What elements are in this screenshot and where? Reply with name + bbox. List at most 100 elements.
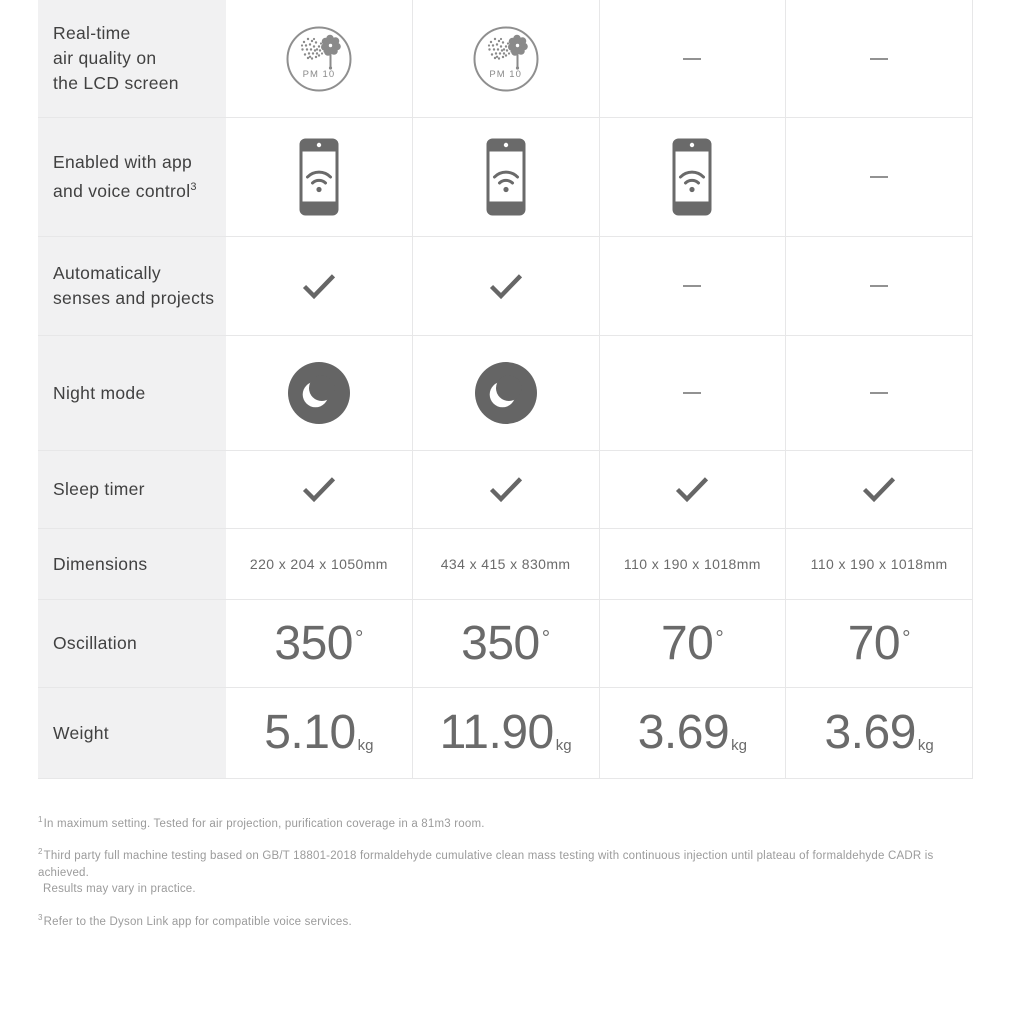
- row-label-text: Enabled with app: [53, 152, 193, 173]
- check-icon: [302, 476, 336, 503]
- row-label-text: senses and projects: [53, 288, 215, 308]
- table-cell: PM 10: [411, 0, 599, 117]
- dimensions-value: 220 x 204 x 1050mm: [249, 556, 388, 572]
- oscillation-value: 350 °: [274, 616, 364, 670]
- table-row-air-quality: Real-time air quality on the LCD screen …: [38, 0, 973, 118]
- weight-value: 11.90 kg: [439, 706, 572, 759]
- phone-app-icon: [486, 138, 526, 216]
- footnotes: 1In maximum setting. Tested for air proj…: [38, 812, 976, 942]
- row-label-text: Dimensions: [53, 553, 148, 574]
- night-mode-moon-icon: [475, 362, 537, 424]
- kg-unit: kg: [555, 737, 572, 754]
- check-icon: [302, 273, 336, 300]
- table-cell: [411, 336, 599, 450]
- row-label-dimensions: Dimensions: [38, 529, 226, 599]
- row-label-text: Night mode: [53, 382, 146, 403]
- table-cell: 350 °: [226, 600, 412, 687]
- table-cell: [598, 0, 786, 117]
- degree-unit: °: [902, 626, 911, 650]
- table-row-app-voice: Enabled with app and voice control3: [38, 118, 973, 237]
- weight-value: 3.69 kg: [637, 706, 747, 759]
- degree-unit: °: [354, 626, 364, 650]
- table-row-senses-projects: Automatically senses and projects: [38, 237, 973, 336]
- oscillation-value: 350 °: [461, 616, 551, 670]
- table-cell: PM 10: [226, 0, 412, 117]
- check-icon: [489, 273, 523, 300]
- check-icon: [675, 476, 709, 503]
- table-cell: [598, 118, 786, 236]
- degree-unit: °: [715, 626, 724, 650]
- kg-unit: kg: [357, 737, 374, 754]
- kg-unit: kg: [917, 737, 934, 754]
- table-cell: 434 x 415 x 830mm: [411, 529, 599, 599]
- row-label-text: air quality on: [53, 48, 157, 68]
- row-label-sleep-timer: Sleep timer: [38, 451, 226, 528]
- dash-icon: [870, 176, 889, 178]
- row-label-text: Sleep timer: [53, 479, 145, 499]
- dash-icon: [870, 392, 889, 394]
- table-cell: [598, 336, 786, 450]
- footnote-text: In maximum setting. Tested for air proje…: [43, 817, 485, 830]
- check-icon: [862, 476, 896, 503]
- pm10-badge-label: PM 10: [489, 68, 522, 80]
- table-cell: 70 °: [598, 600, 786, 687]
- table-cell: [598, 237, 786, 335]
- row-label-text: Real-time: [53, 23, 131, 43]
- row-label-weight: Weight: [38, 688, 226, 778]
- row-label-app-voice: Enabled with app and voice control3: [38, 118, 226, 236]
- dash-icon: [870, 285, 889, 287]
- row-label-text: Oscillation: [53, 633, 138, 653]
- footnote-sup: 3: [38, 912, 43, 922]
- pm10-badge-label: PM 10: [302, 68, 336, 80]
- table-cell: [785, 451, 973, 528]
- table-cell: [785, 0, 973, 117]
- table-cell: 110 x 190 x 1018mm: [598, 529, 786, 599]
- row-label-air-quality: Real-time air quality on the LCD screen: [38, 0, 226, 117]
- footnote-2: 2Third party full machine testing based …: [38, 844, 976, 897]
- row-label-text: the LCD screen: [53, 73, 179, 93]
- table-row-oscillation: Oscillation 350 ° 350 ° 70 ° 70 °: [38, 600, 973, 688]
- degree-unit: °: [541, 626, 551, 650]
- table-cell: 220 x 204 x 1050mm: [226, 529, 412, 599]
- comparison-table: Real-time air quality on the LCD screen …: [38, 0, 973, 779]
- dimensions-value: 110 x 190 x 1018mm: [810, 556, 948, 572]
- check-icon: [489, 476, 523, 503]
- footnote-text: Third party full machine testing based o…: [38, 850, 934, 879]
- dash-icon: [870, 57, 889, 60]
- table-cell: [226, 336, 412, 450]
- table-cell: [785, 336, 973, 450]
- row-label-senses-projects: Automatically senses and projects: [38, 237, 226, 335]
- phone-app-icon: [672, 138, 712, 216]
- table-row-night-mode: Night mode: [38, 336, 973, 451]
- footnote-1: 1In maximum setting. Tested for air proj…: [38, 812, 976, 832]
- table-cell: [785, 118, 973, 236]
- row-label-night-mode: Night mode: [38, 336, 226, 450]
- dimensions-value: 110 x 190 x 1018mm: [623, 556, 761, 572]
- dash-icon: [683, 57, 702, 60]
- phone-app-icon: [299, 138, 339, 216]
- table-cell: [226, 451, 412, 528]
- table-cell: 11.90 kg: [411, 688, 599, 778]
- table-cell: 3.69 kg: [785, 688, 973, 778]
- dash-icon: [683, 285, 702, 287]
- table-row-weight: Weight 5.10 kg 11.90 kg 3.69 kg 3.69 kg: [38, 688, 973, 779]
- weight-value: 3.69 kg: [824, 706, 934, 759]
- table-cell: 3.69 kg: [598, 688, 786, 778]
- footnote-3: 3Refer to the Dyson Link app for compati…: [38, 910, 976, 930]
- footnote-ref: 3: [190, 181, 197, 194]
- row-label-text: Automatically: [53, 263, 161, 283]
- pm10-icon: PM 10: [473, 26, 539, 92]
- table-cell: [226, 237, 412, 335]
- weight-value: 5.10 kg: [264, 706, 374, 759]
- table-cell: 350 °: [411, 600, 599, 687]
- table-cell: [226, 118, 412, 236]
- footnote-sup: 2: [38, 847, 43, 857]
- kg-unit: kg: [731, 737, 747, 754]
- table-cell: [785, 237, 973, 335]
- row-label-text: Weight: [53, 722, 109, 743]
- table-cell: [411, 237, 599, 335]
- table-cell: 5.10 kg: [226, 688, 412, 778]
- night-mode-moon-icon: [288, 362, 350, 424]
- dimensions-value: 434 x 415 x 830mm: [440, 556, 571, 572]
